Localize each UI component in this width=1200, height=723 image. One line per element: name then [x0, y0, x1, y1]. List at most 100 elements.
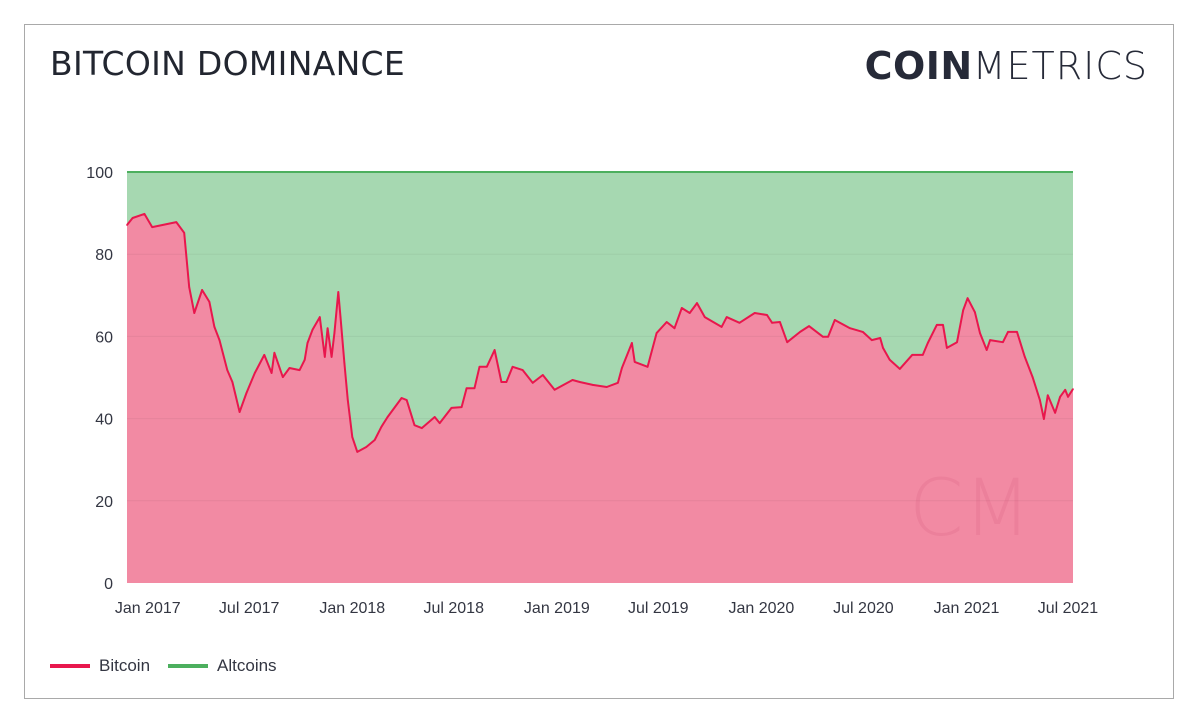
bitcoin-point	[208, 301, 211, 303]
x-tick-label: Jan 2017	[115, 600, 181, 617]
bitcoin-point	[688, 312, 691, 314]
legend-item-bitcoin[interactable]: Bitcoin	[50, 656, 150, 676]
bitcoin-point	[405, 399, 408, 401]
bitcoin-point	[922, 354, 924, 356]
y-tick-label: 100	[86, 165, 113, 182]
bitcoin-point	[433, 416, 436, 418]
bitcoin-point	[655, 332, 658, 334]
bitcoin-point	[1039, 399, 1041, 401]
bitcoin-point	[696, 302, 698, 304]
bitcoin-point	[738, 322, 741, 324]
bitcoin-point	[183, 232, 185, 234]
bitcoin-point	[631, 342, 633, 344]
bitcoin-point	[288, 367, 291, 369]
bitcoin-point	[380, 426, 383, 428]
x-tick-label: Jan 2018	[319, 600, 385, 617]
bitcoin-point	[942, 324, 944, 326]
bitcoin-point	[1024, 356, 1026, 358]
legend: Bitcoin Altcoins	[50, 656, 295, 676]
bitcoin-point	[343, 362, 346, 364]
bitcoin-point	[245, 392, 248, 394]
bitcoin-point	[974, 311, 976, 313]
bitcoin-point	[326, 327, 329, 329]
bitcoin-point	[505, 381, 508, 383]
bitcoin-point	[956, 341, 958, 343]
bitcoin-point	[318, 316, 321, 318]
bitcoin-point	[646, 366, 649, 368]
bitcoin-point	[438, 422, 441, 424]
bitcoin-point	[511, 366, 514, 368]
bitcoin-point	[946, 347, 948, 349]
bitcoin-point	[899, 368, 901, 370]
bitcoin-point	[193, 312, 196, 314]
bitcoin-point	[347, 399, 349, 401]
bitcoin-point	[1064, 389, 1066, 391]
bitcoin-point	[413, 424, 416, 426]
bitcoin-point	[500, 381, 503, 383]
altcoins-swatch	[168, 664, 209, 668]
bitcoin-point	[465, 387, 468, 389]
y-tick-label: 40	[95, 412, 113, 429]
bitcoin-point	[131, 217, 134, 219]
bitcoin-point	[725, 316, 728, 318]
bitcoin-point	[493, 349, 496, 351]
coinmetrics-logo: COINMETRICS	[864, 44, 1148, 88]
bitcoin-area	[127, 213, 1073, 583]
bitcoin-point	[579, 381, 581, 383]
bitcoin-point	[571, 379, 574, 381]
bitcoin-point	[460, 406, 463, 408]
bitcoin-point	[337, 291, 340, 293]
watermark-logo: CM	[909, 464, 1031, 554]
bitcoin-point	[1043, 418, 1045, 420]
bitcoin-point	[306, 342, 309, 344]
bitcoin-point	[226, 369, 229, 371]
y-tick-label: 0	[104, 576, 113, 593]
bitcoin-point	[253, 372, 256, 374]
x-tick-label: Jul 2018	[423, 600, 484, 617]
bitcoin-point	[605, 386, 608, 388]
bitcoin-point	[356, 451, 359, 453]
bitcoin-point	[633, 361, 636, 363]
bitcoin-point	[238, 411, 241, 413]
bitcoin-point	[231, 381, 234, 383]
bitcoin-point	[1007, 331, 1009, 333]
bitcoin-point	[473, 387, 476, 389]
bitcoin-point	[330, 356, 333, 358]
bitcoin-point	[531, 382, 534, 384]
bitcoin-point	[591, 384, 594, 386]
bitcoin-point	[365, 446, 368, 448]
bitcoin-point	[553, 389, 556, 391]
x-tick-label: Jul 2019	[628, 600, 689, 617]
bitcoin-point	[989, 339, 991, 341]
bitcoin-point	[351, 436, 354, 438]
bitcoin-point	[911, 354, 913, 356]
chart-title: BITCOIN DOMINANCE	[50, 44, 406, 83]
bitcoin-point	[617, 382, 619, 384]
bitcoin-point	[808, 325, 810, 327]
bitcoin-point	[213, 326, 216, 328]
bitcoin-point	[882, 347, 884, 349]
bitcoin-point	[175, 221, 178, 223]
bitcoin-point	[673, 327, 676, 329]
bitcoin-point	[201, 289, 203, 291]
bitcoin-point	[936, 324, 938, 326]
bitcoin-point	[273, 352, 276, 354]
bitcoin-point	[822, 336, 824, 338]
bitcoin-point	[771, 322, 773, 324]
bitcoin-point	[1002, 341, 1004, 343]
bitcoin-point	[888, 359, 891, 361]
bitcoin-point	[126, 224, 128, 226]
bitcoin-point	[1059, 396, 1061, 398]
bitcoin-point	[450, 407, 453, 409]
y-tick-label: 60	[95, 329, 113, 346]
legend-label: Altcoins	[217, 656, 277, 675]
bitcoin-point	[827, 336, 829, 338]
bitcoin-point	[966, 297, 969, 299]
bitcoin-point	[1067, 396, 1069, 398]
bitcoin-point	[1031, 376, 1034, 378]
bitcoin-point	[849, 327, 851, 329]
legend-item-altcoins[interactable]: Altcoins	[168, 656, 277, 676]
bitcoin-point	[962, 309, 964, 311]
bitcoin-point	[871, 339, 873, 341]
bitcoin-point	[478, 366, 481, 368]
